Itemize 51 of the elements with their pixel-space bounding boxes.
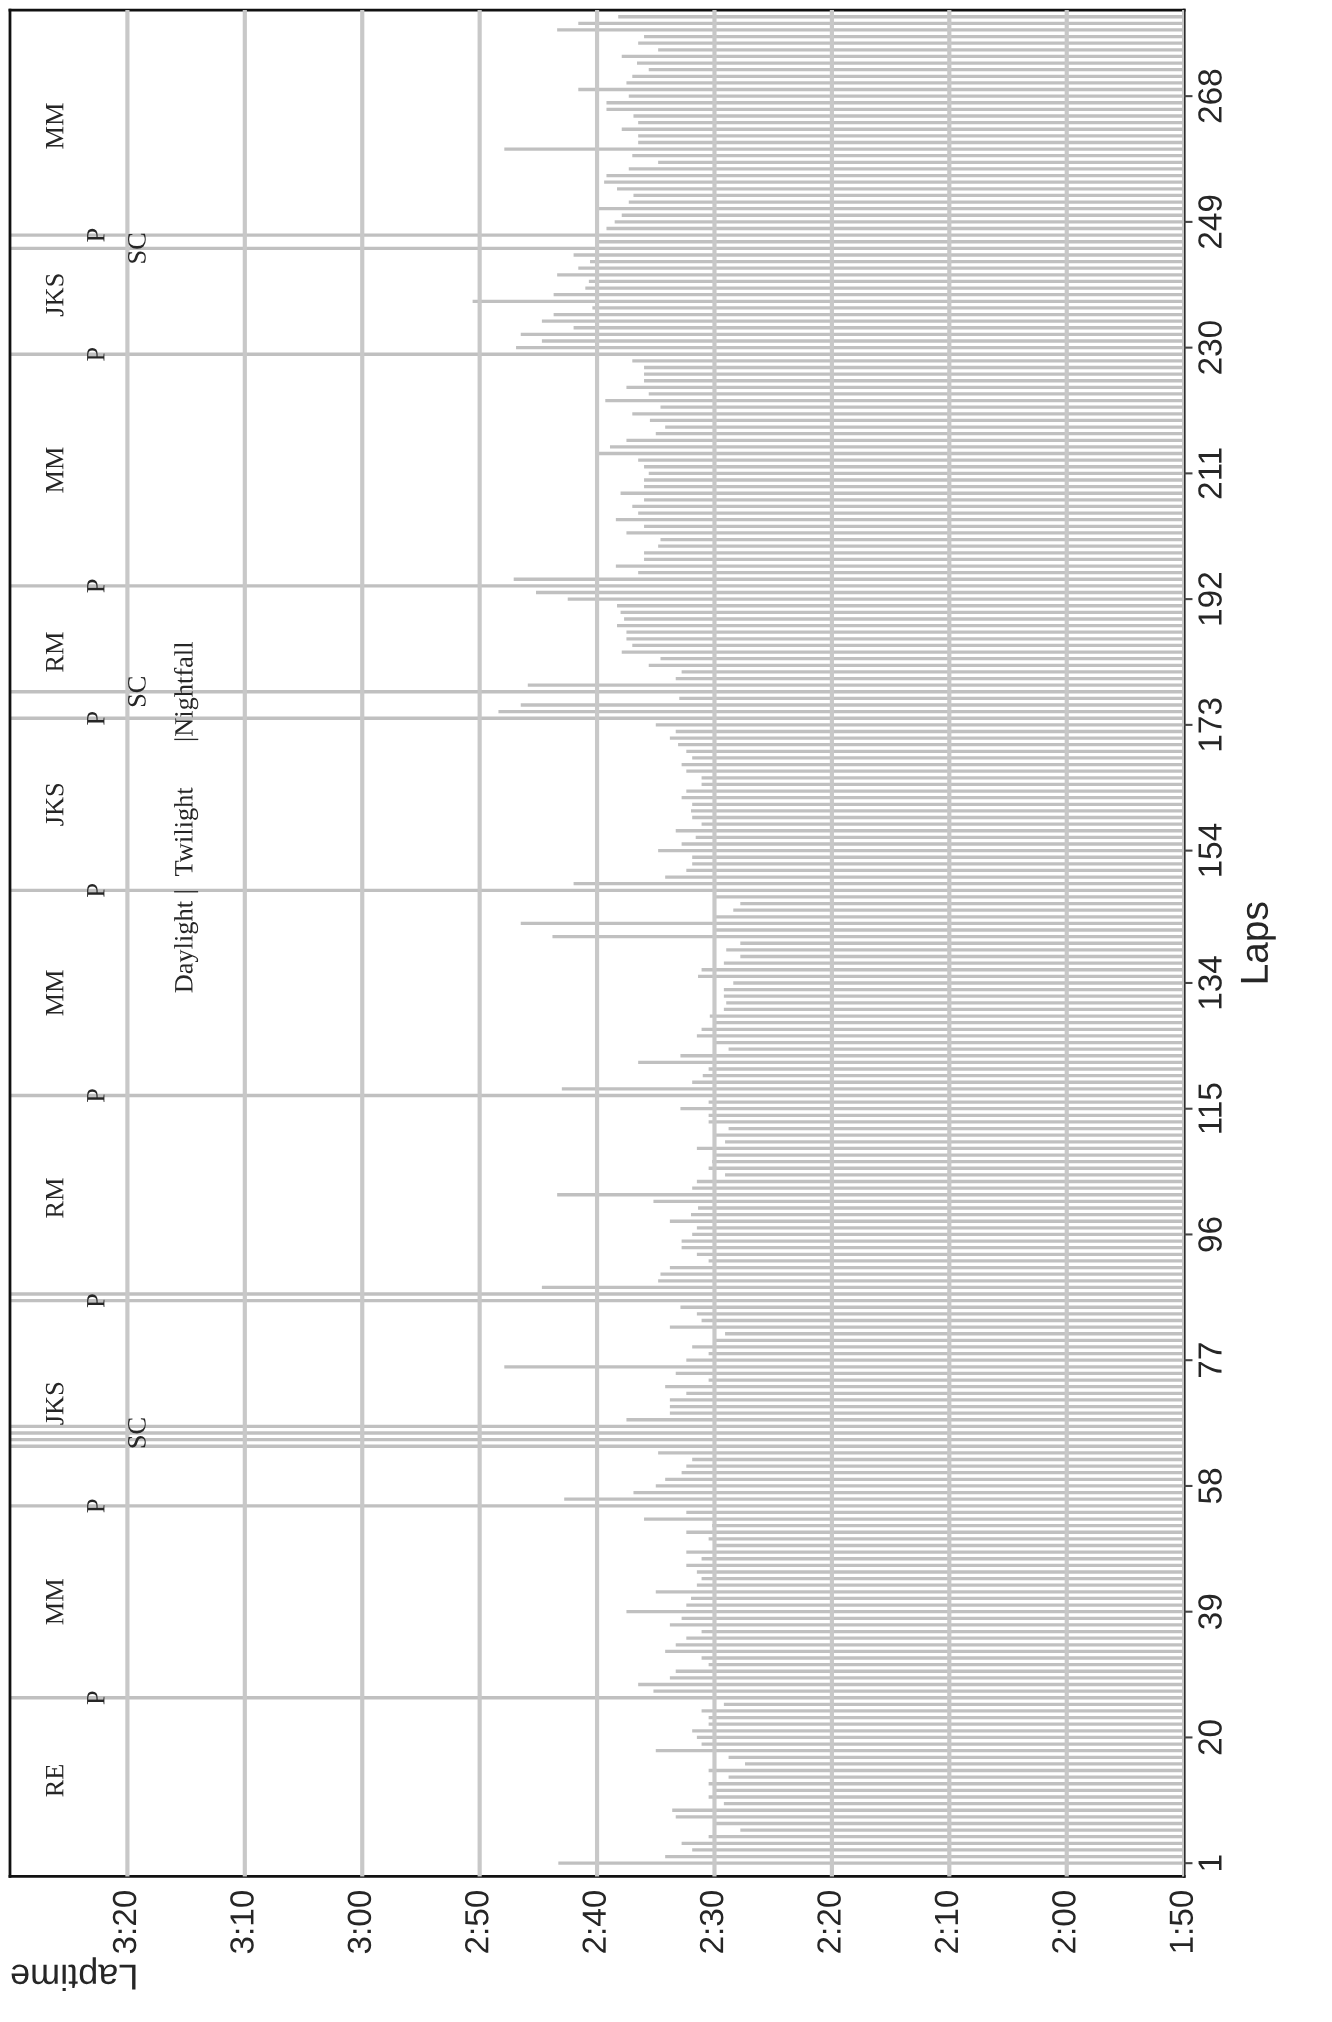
x-tick-label: 3:20 — [112, 1890, 137, 1954]
x-tick-label: 1:50 — [1169, 1890, 1194, 1952]
annotation: JKS — [45, 274, 64, 317]
x-tick-label: 2:50 — [465, 1890, 489, 1953]
annotation: |Nightfall — [173, 642, 199, 741]
y-tick-label: 1 — [1198, 1855, 1222, 1870]
annotation: SC — [128, 1418, 146, 1448]
y-tick-label: 211 — [1198, 448, 1222, 499]
annotation: SC — [128, 233, 146, 263]
annotation: P — [87, 884, 105, 897]
x-tick-label: 2:40 — [582, 1890, 607, 1953]
annotation: RM — [46, 1178, 64, 1218]
y-axis-title: Laps — [1240, 902, 1276, 983]
y-tick-label: 268 — [1198, 69, 1222, 123]
x-tick-label: 2:20 — [817, 1890, 841, 1953]
annotation: MM — [46, 970, 64, 1016]
annotation: RM — [46, 632, 64, 672]
y-tick-label: 192 — [1198, 572, 1222, 625]
annotation: P — [87, 579, 105, 593]
x-tick-label: 3:10 — [230, 1890, 254, 1954]
annotation: RE — [46, 1764, 64, 1797]
y-tick-label: 154 — [1198, 823, 1222, 876]
x-tick-label: 2:30 — [699, 1890, 724, 1953]
x-tick-label: 3:00 — [347, 1890, 372, 1954]
annotation: P — [87, 228, 105, 242]
annotation: JKS — [45, 1382, 64, 1425]
x-tick-label: 2:10 — [934, 1890, 959, 1953]
annotation: Daylight | Twilight — [174, 787, 199, 993]
y-tick-label: 39 — [1198, 1594, 1222, 1629]
annotation: P — [87, 1294, 105, 1308]
y-tick-label: 20 — [1198, 1720, 1222, 1755]
y-tick-label: 77 — [1198, 1343, 1222, 1378]
y-tick-label: 96 — [1198, 1217, 1222, 1252]
annotation: MM — [46, 1579, 64, 1625]
y-tick-label: 58 — [1198, 1468, 1222, 1504]
annotation: P — [87, 1499, 105, 1513]
annotation: SC — [128, 677, 146, 707]
annotation: MM — [46, 103, 64, 149]
annotation: P — [87, 1089, 105, 1103]
y-tick-label: 115 — [1198, 1083, 1222, 1133]
annotation: P — [87, 347, 105, 361]
y-tick-label: 173 — [1198, 698, 1222, 751]
y-tick-label: 249 — [1198, 195, 1222, 249]
annotation: MM — [46, 447, 64, 493]
y-tick-label: 134 — [1198, 956, 1222, 1009]
annotation: P — [87, 711, 105, 725]
annotation: P — [87, 1691, 105, 1705]
annotation: JKS — [45, 783, 64, 826]
x-axis-title: Laptime — [11, 1957, 136, 1991]
y-tick-label: 230 — [1198, 321, 1222, 374]
x-tick-label: 2:00 — [1052, 1890, 1076, 1953]
